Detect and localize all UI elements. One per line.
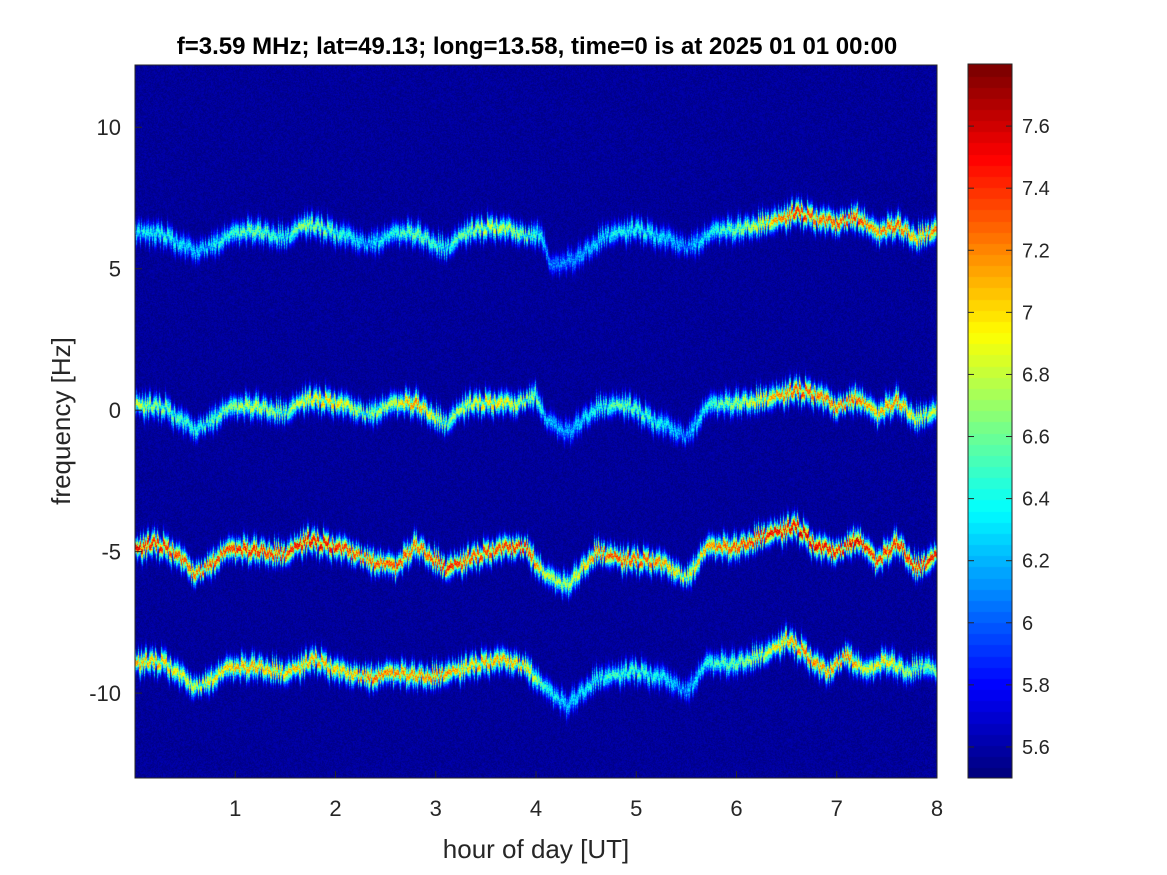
x-axis-label: hour of day [UT] [443,834,629,864]
y-tick-label: -10 [89,681,121,706]
colorbar-tick-label: 6.4 [1022,489,1050,511]
x-axis: 1 2 3 4 5 6 7 8 [229,771,943,821]
heatmap-image-holder [135,65,937,778]
x-tick-label: 3 [430,796,442,821]
colorbar-tick-label: 6.6 [1022,427,1050,449]
colorbar-tick-label: 6.2 [1022,551,1050,573]
colorbar-gradient [968,64,1012,778]
colorbar-tick-label: 6 [1022,613,1033,635]
y-tick-label: 0 [109,398,121,423]
x-tick-label: 8 [931,796,943,821]
y-axis: -10 -5 0 5 10 [89,115,142,706]
colorbar-tick-label: 7 [1022,302,1033,324]
y-tick-label: 10 [97,115,121,140]
colorbar-holder [968,64,1012,778]
x-tick-label: 2 [329,796,341,821]
x-tick-label: 4 [530,796,542,821]
chart-title: f=3.59 MHz; lat=49.13; long=13.58, time=… [177,33,897,60]
x-tick-label: 7 [831,796,843,821]
colorbar-frame [967,63,1013,779]
colorbar-tick-label: 7.6 [1022,116,1050,138]
y-tick-label: 5 [109,257,121,282]
colorbar-tick-label: 6.8 [1022,364,1050,386]
colorbar-tick-label: 7.2 [1022,240,1050,262]
x-tick-label: 6 [730,796,742,821]
y-tick-label: -5 [101,540,121,565]
colorbar-tick-label: 5.8 [1022,675,1050,697]
colorbar-tick-label: 5.6 [1022,737,1050,759]
y-axis-label: frequency [Hz] [46,337,76,505]
x-tick-label: 5 [630,796,642,821]
colorbar-axis: 5.6 5.8 6 6.2 6.4 6.6 6.8 7 7.2 7.4 7.6 [968,116,1050,759]
x-tick-label: 1 [229,796,241,821]
colorbar-tick-label: 7.4 [1022,178,1050,200]
heatmap-image [135,65,937,778]
